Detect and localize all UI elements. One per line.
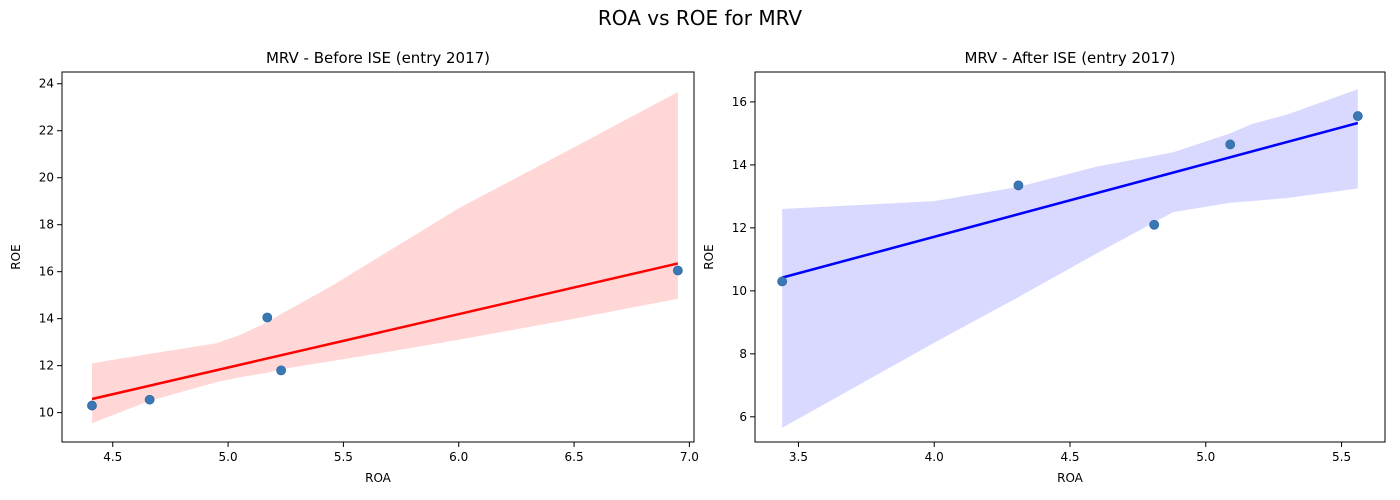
y-tick-label: 8 (739, 347, 747, 361)
y-axis-label: ROE (9, 244, 23, 269)
x-tick-label: 6.5 (565, 450, 584, 464)
y-tick-label: 24 (39, 77, 54, 91)
x-tick-label: 5.5 (334, 450, 353, 464)
y-tick-label: 12 (39, 359, 54, 373)
y-tick-label: 12 (732, 221, 747, 235)
data-point (1225, 139, 1236, 150)
y-tick-label: 18 (39, 218, 54, 232)
right-subplot: 3.5 4.0 4.5 5.0 5.5 6 8 10 12 14 16 MRV - After ISE… (702, 49, 1386, 485)
regression-line (91, 262, 679, 401)
data-point (262, 312, 273, 323)
data-point (87, 400, 97, 411)
y-tick-label: 6 (739, 410, 747, 424)
data-point (777, 276, 788, 287)
data-point (1013, 180, 1024, 191)
x-tick-label: 5.0 (219, 450, 238, 464)
x-tick-label: 6.0 (449, 450, 468, 464)
y-tick-label: 14 (732, 158, 747, 172)
y-tick-label: 20 (39, 171, 54, 185)
subplot-title: MRV - After ISE (entry 2017) (964, 49, 1175, 67)
x-tick-label: 3.5 (789, 450, 808, 464)
y-tick-label: 14 (39, 312, 54, 326)
x-axis-label: ROA (1057, 471, 1084, 485)
x-tick-label: 4.5 (1060, 450, 1079, 464)
left-subplot: 4.5 5.0 5.5 6.0 6.5 7.0 10 12 14 16 18 20 22 24 MRV - … (9, 49, 699, 485)
x-tick-label: 4.0 (925, 450, 944, 464)
figure-title: ROA vs ROE for MRV (597, 6, 803, 30)
regression-line (781, 121, 1359, 279)
y-axis-label: ROE (702, 244, 716, 269)
data-point (1149, 219, 1160, 230)
confidence-band (782, 89, 1358, 428)
y-tick-label: 10 (39, 406, 54, 420)
x-tick-label: 5.5 (1332, 450, 1351, 464)
y-tick-label: 10 (732, 284, 747, 298)
subplot-title: MRV - Before ISE (entry 2017) (266, 49, 490, 67)
data-point (672, 265, 683, 276)
x-tick-label: 5.0 (1196, 450, 1215, 464)
y-tick-label: 16 (39, 265, 54, 279)
data-point (144, 394, 155, 405)
x-tick-label: 4.5 (103, 450, 122, 464)
x-axis-label: ROA (365, 471, 392, 485)
axes-frame (61, 71, 695, 443)
data-point (276, 365, 287, 376)
data-point (1352, 111, 1363, 121)
y-tick-label: 16 (732, 95, 747, 109)
confidence-band (92, 92, 678, 424)
y-tick-label: 22 (39, 124, 54, 138)
x-tick-label: 7.0 (680, 450, 699, 464)
